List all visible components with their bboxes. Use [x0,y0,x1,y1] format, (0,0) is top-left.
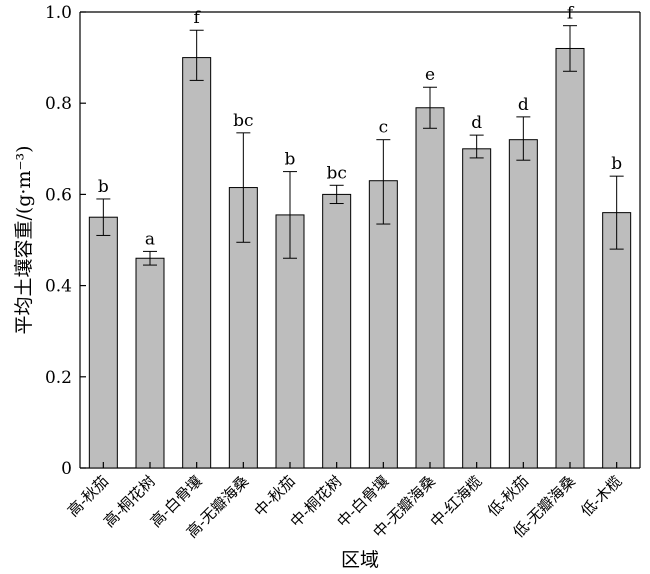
y-tick-label: 0 [61,459,72,479]
significance-label: a [145,229,155,249]
bar [555,47,585,469]
significance-label: f [194,8,202,28]
significance-label: b [285,150,296,170]
significance-label: bc [233,111,253,131]
y-tick-label: 0.8 [45,94,72,114]
x-axis-ticks: 高-秋茄高-桐花树高-白骨壤高-无瓣海桑中-秋茄中-桐花树中-白骨壤中-无瓣海桑… [64,462,625,541]
bar [415,107,445,469]
y-tick-label: 0.2 [45,368,72,388]
significance-label: b [611,154,622,174]
significance-label: b [98,177,109,197]
bar [602,212,632,469]
y-tick-label: 0.6 [45,185,72,205]
significance-label: f [567,4,575,24]
bar [182,57,212,469]
x-tick-label: 低-木榄 [577,472,625,520]
x-axis-title: 区域 [341,549,379,571]
bar [462,148,492,469]
y-axis-ticks: 0 0.2 0.4 0.6 0.8 1.0 [45,3,86,479]
bar [135,257,165,469]
y-tick-label: 1.0 [45,3,72,23]
y-axis-title: 平均土壤容重/(g·m⁻³) [13,145,35,334]
significance-label: c [379,118,389,138]
bar [88,216,118,469]
bar [322,193,352,469]
bars-group: b a f bc b bc c e d d f b [88,4,632,469]
significance-label: d [518,95,529,115]
y-tick-label: 0.4 [45,277,72,297]
x-tick-label: 中-红海榄 [427,472,486,531]
significance-label: d [471,113,482,133]
significance-label: e [425,65,435,85]
bar [368,180,398,469]
significance-label: bc [326,163,346,183]
plot-frame [79,11,641,469]
bar [508,139,538,469]
